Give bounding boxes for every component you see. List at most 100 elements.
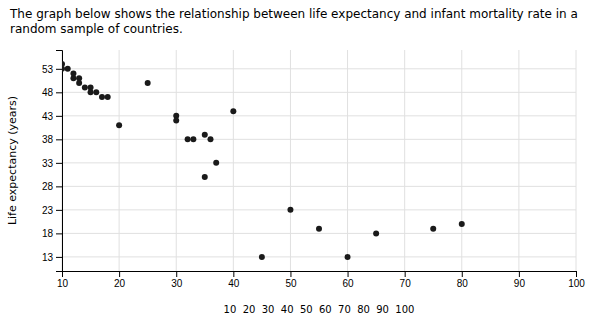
tick-mark [56, 139, 62, 140]
tick: 48 [42, 87, 62, 98]
tick-label: 40 [228, 278, 240, 289]
tick: 40 [228, 271, 240, 289]
point [99, 94, 105, 100]
tick-label: 80 [457, 278, 469, 289]
point [430, 226, 436, 232]
tick-mark [462, 271, 463, 277]
tick-label: 43 [42, 111, 54, 122]
tick-mark [56, 69, 62, 70]
tick-label: 60 [342, 278, 354, 289]
tick-label: 10 [57, 278, 69, 289]
tick: 100 [568, 271, 585, 289]
grid-line [233, 50, 234, 271]
point [105, 94, 111, 100]
grid-line [576, 50, 577, 271]
point [190, 136, 196, 142]
point [62, 66, 65, 72]
tick-label: 13 [42, 252, 54, 263]
grid-line [518, 50, 519, 271]
point [459, 221, 465, 227]
tick: 90 [514, 271, 526, 289]
grid-line [62, 209, 576, 210]
tick-mark [405, 271, 406, 277]
tick-label: 38 [42, 134, 54, 145]
grid-line [347, 50, 348, 271]
axis-line [56, 51, 63, 272]
tick-mark [290, 271, 291, 277]
tick-mark [56, 233, 62, 234]
tick-label: 28 [42, 181, 54, 192]
point [316, 226, 322, 232]
tick-label: 48 [42, 87, 54, 98]
tick-label: 30 [171, 278, 183, 289]
tick-mark [119, 271, 120, 277]
tick-mark [233, 271, 234, 277]
point [93, 89, 99, 95]
tick: 33 [42, 158, 62, 169]
point [82, 85, 88, 91]
tick-label: 18 [42, 228, 54, 239]
plot: 10 20 30 40 50 60 70 80 90 100 13 18 23 28 33 38 43 48 53 [42, 50, 585, 289]
tick-mark [176, 271, 177, 277]
tick-label: 33 [42, 158, 54, 169]
point [185, 136, 191, 142]
grid-line [404, 50, 405, 271]
grid-line [62, 139, 576, 140]
title: The graph below shows the relationship b… [9, 7, 582, 36]
tick: 10 [57, 271, 69, 289]
tick: 43 [42, 111, 62, 122]
tick-mark [56, 163, 62, 164]
tick-mark [576, 271, 577, 277]
point [76, 80, 82, 86]
y-label: Life expectancy (years) [6, 96, 19, 225]
chart: The graph below shows the relationship b… [0, 0, 600, 323]
y-axis: 13 18 23 28 33 38 43 48 53 [42, 51, 63, 272]
tick-mark [56, 116, 62, 117]
grid-line [176, 50, 177, 271]
tick-mark [56, 92, 62, 93]
tick-mark [348, 271, 349, 277]
points [62, 61, 465, 260]
tick: 70 [400, 271, 412, 289]
x-axis: 10 20 30 40 50 60 70 80 90 100 [57, 271, 585, 289]
point [116, 122, 122, 128]
tick: 60 [342, 271, 354, 289]
tick: 13 [42, 252, 62, 263]
point [65, 66, 71, 72]
grid-line [62, 68, 576, 69]
grid-line [62, 256, 576, 257]
tick-label: 53 [42, 64, 54, 75]
tick-label: 90 [514, 278, 526, 289]
axis-line [63, 272, 577, 278]
tick-label: 100 [568, 278, 585, 289]
tick-mark [519, 271, 520, 277]
tick: 80 [457, 271, 469, 289]
tick-label: 70 [400, 278, 412, 289]
x-label: 10 20 30 40 50 60 70 80 90 100 [224, 304, 415, 315]
grid-line [62, 162, 576, 163]
tick: 53 [42, 64, 62, 75]
title-line: random sample of countries. [10, 22, 183, 36]
tick: 50 [285, 271, 297, 289]
tick-mark [56, 210, 62, 211]
tick: 30 [171, 271, 183, 289]
tick: 20 [114, 271, 126, 289]
tick: 38 [42, 134, 62, 145]
grid-line [62, 186, 576, 187]
grid-line [119, 50, 120, 271]
grid-line [290, 50, 291, 271]
point [373, 230, 379, 236]
tick: 28 [42, 181, 62, 192]
tick: 18 [42, 228, 62, 239]
point [202, 174, 208, 180]
point [259, 254, 265, 260]
grid-line [62, 233, 576, 234]
point [173, 118, 179, 124]
grid-line [62, 92, 576, 93]
grid-line [62, 115, 576, 116]
point [145, 80, 151, 86]
tick-label: 23 [42, 205, 54, 216]
tick-mark [56, 186, 62, 187]
grid [62, 50, 576, 271]
tick-label: 50 [285, 278, 297, 289]
